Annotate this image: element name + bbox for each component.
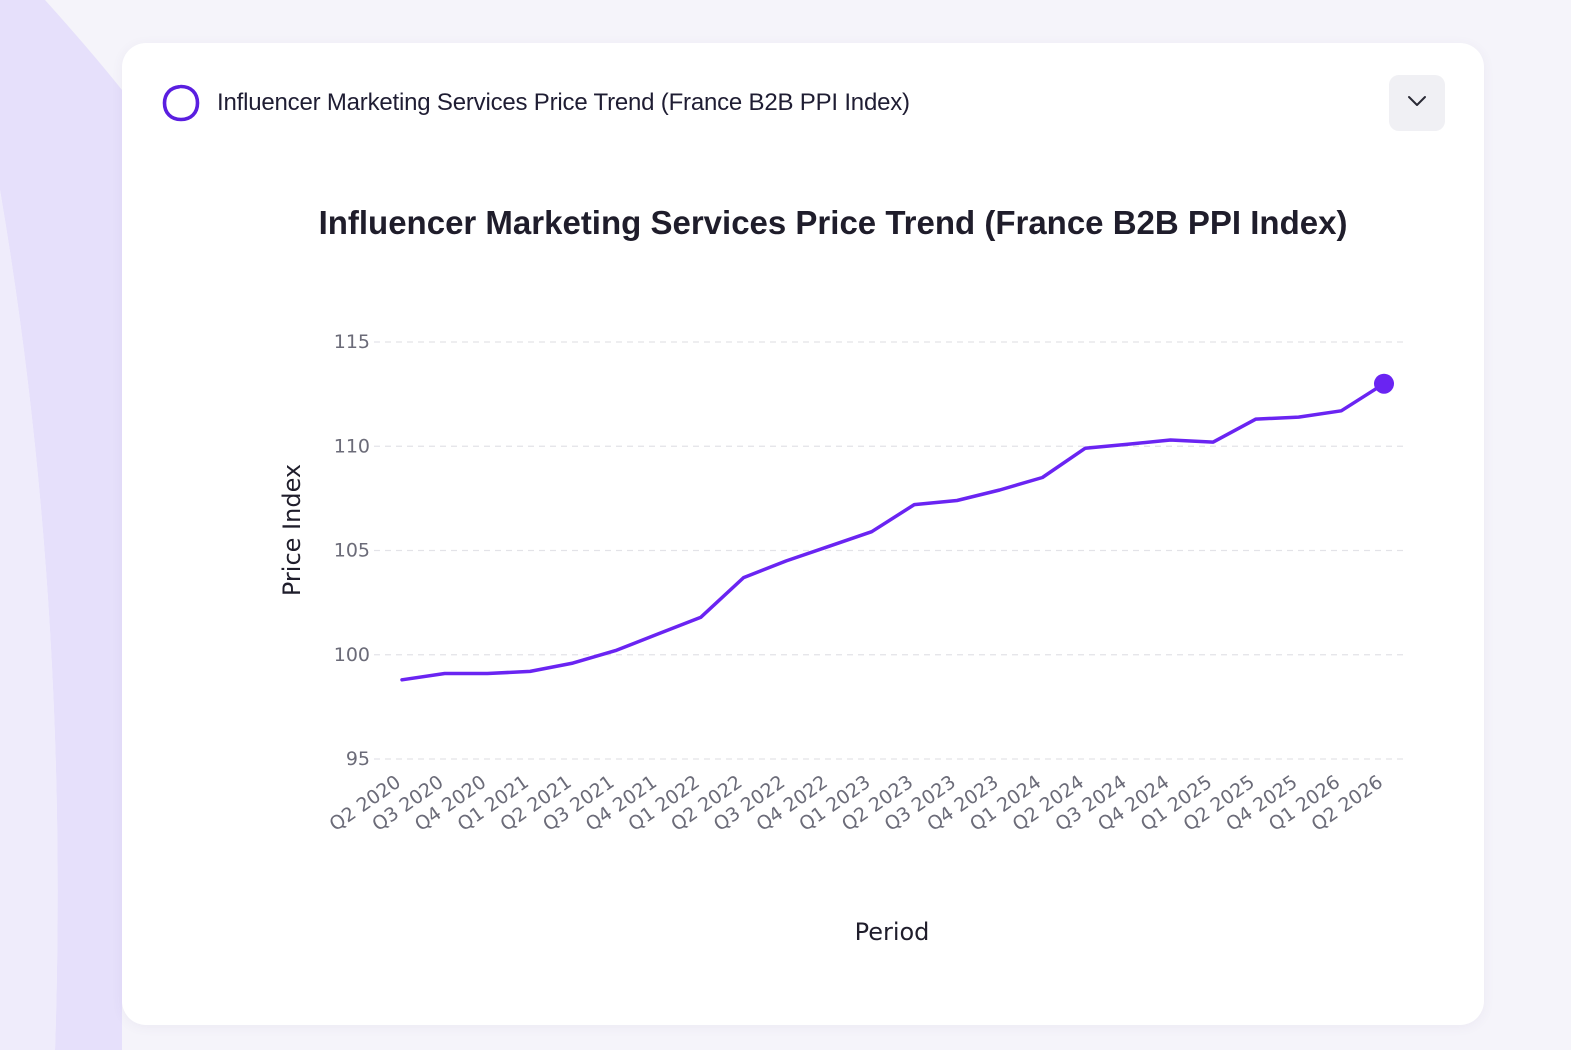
card-header: Influencer Marketing Services Price Tren… bbox=[162, 83, 910, 123]
y-tick-label: 100 bbox=[334, 644, 370, 666]
y-tick-label: 110 bbox=[334, 435, 370, 457]
y-tick-label: 105 bbox=[334, 540, 370, 562]
latest-data-point[interactable] bbox=[1374, 373, 1394, 394]
y-axis-label: Price Index bbox=[278, 464, 306, 596]
x-axis-label: Period bbox=[855, 918, 930, 946]
chart-card: Influencer Marketing Services Price Tren… bbox=[122, 43, 1484, 1025]
series-line bbox=[400, 381, 1386, 682]
y-tick-label: 95 bbox=[346, 748, 370, 770]
ring-icon bbox=[162, 84, 200, 122]
card-title: Influencer Marketing Services Price Tren… bbox=[217, 89, 910, 116]
chart-title: Influencer Marketing Services Price Tren… bbox=[319, 204, 1348, 241]
collapse-button[interactable] bbox=[1389, 75, 1445, 131]
chevron-down-icon bbox=[1407, 94, 1427, 112]
price-trend-chart: Influencer Marketing Services Price Tren… bbox=[278, 204, 1408, 946]
data-points bbox=[1374, 373, 1394, 394]
y-tick-label: 115 bbox=[334, 331, 370, 353]
grid-layer bbox=[374, 341, 1408, 760]
y-tick-labels: 95 100 105 110 115 bbox=[334, 331, 370, 770]
